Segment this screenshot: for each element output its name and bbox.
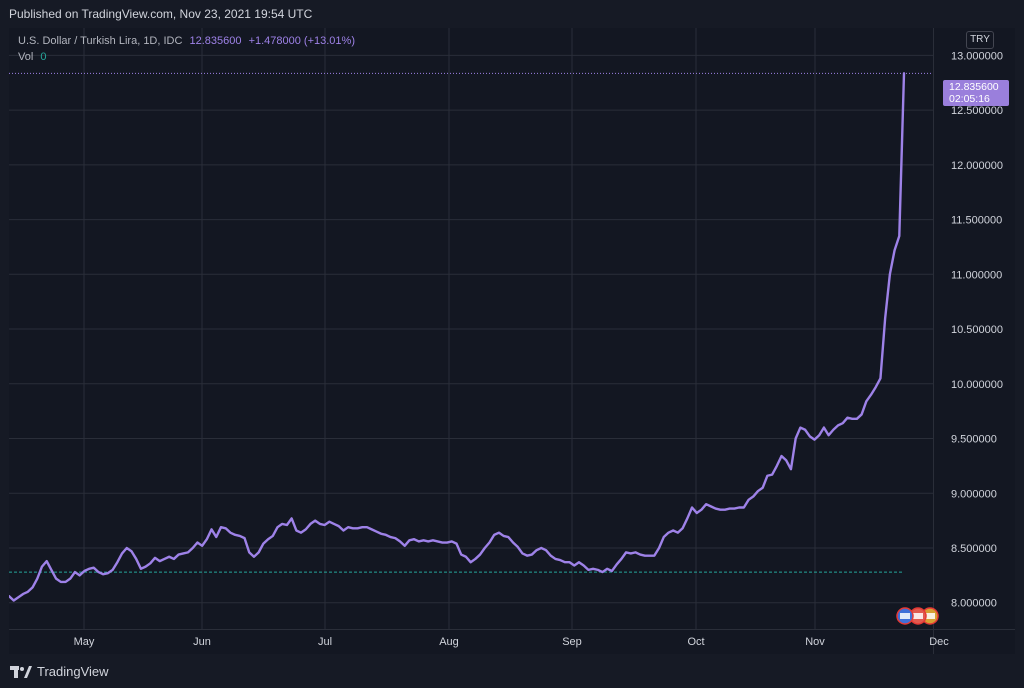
y-tick-label: 11.000000: [951, 269, 1002, 281]
current-price-label: 12.835600 02:05:16: [943, 80, 1009, 106]
y-tick-label: 9.000000: [951, 488, 997, 500]
y-tick-label: 12.000000: [951, 160, 1003, 172]
price-change-value: +1.478000 (+13.01%): [248, 35, 355, 47]
price-series-line: [9, 72, 906, 602]
y-tick-label: 10.500000: [951, 324, 1003, 336]
y-tick-label: 11.500000: [951, 215, 1002, 227]
price-label-value: 12.835600: [949, 81, 999, 93]
x-tick-label: Oct: [687, 636, 704, 648]
legend-volume-row: Vol 0: [18, 49, 355, 65]
tradingview-logo-icon: [10, 665, 32, 678]
symbol-description[interactable]: U.S. Dollar / Turkish Lira, 1D, IDC: [18, 35, 183, 47]
chart-area[interactable]: 8.000000 8.500000 9.000000 9.500000 10.00000…: [9, 28, 1015, 654]
price-chart[interactable]: 8.000000 8.500000 9.000000 9.500000 10.00000…: [9, 28, 1015, 654]
volume-value: 0: [40, 51, 47, 63]
top-bar: Published on TradingView.com, Nov 23, 20…: [0, 0, 1024, 28]
y-tick-label: 8.500000: [951, 543, 997, 555]
x-tick-label: Sep: [562, 636, 582, 648]
countdown-timer: 02:05:16: [949, 93, 990, 105]
x-tick-label: Jul: [318, 636, 332, 648]
chart-legend: U.S. Dollar / Turkish Lira, 1D, IDC 12.8…: [18, 33, 355, 65]
y-tick-label: 10.000000: [951, 379, 1003, 391]
x-tick-label: Jun: [193, 636, 211, 648]
x-tick-label: Aug: [439, 636, 459, 648]
footer-brand-label: TradingView: [37, 664, 109, 679]
y-tick-label: 12.500000: [951, 105, 1003, 117]
y-tick-label: 9.500000: [951, 434, 997, 446]
event-flag-icon[interactable]: [896, 607, 914, 625]
events-flags-icon[interactable]: [896, 607, 939, 625]
x-axis[interactable]: May Jun Jul Aug Sep Oct Nov Dec: [74, 636, 950, 648]
currency-button[interactable]: TRY: [966, 31, 994, 49]
x-tick-label: Dec: [929, 636, 949, 648]
legend-symbol-row: U.S. Dollar / Turkish Lira, 1D, IDC 12.8…: [18, 33, 355, 49]
tradingview-brand[interactable]: TradingView: [10, 664, 109, 679]
grid-lines: [9, 28, 1015, 654]
last-price-value: 12.835600: [189, 35, 242, 47]
x-tick-label: Nov: [805, 636, 825, 648]
x-tick-label: May: [74, 636, 95, 648]
y-axis[interactable]: 8.000000 8.500000 9.000000 9.500000 10.00000…: [951, 50, 1003, 609]
volume-label[interactable]: Vol: [18, 51, 34, 63]
footer: TradingView: [0, 654, 1024, 688]
published-text: Published on TradingView.com, Nov 23, 20…: [9, 7, 313, 21]
y-tick-label: 8.000000: [951, 598, 997, 610]
y-tick-label: 13.000000: [951, 50, 1003, 62]
